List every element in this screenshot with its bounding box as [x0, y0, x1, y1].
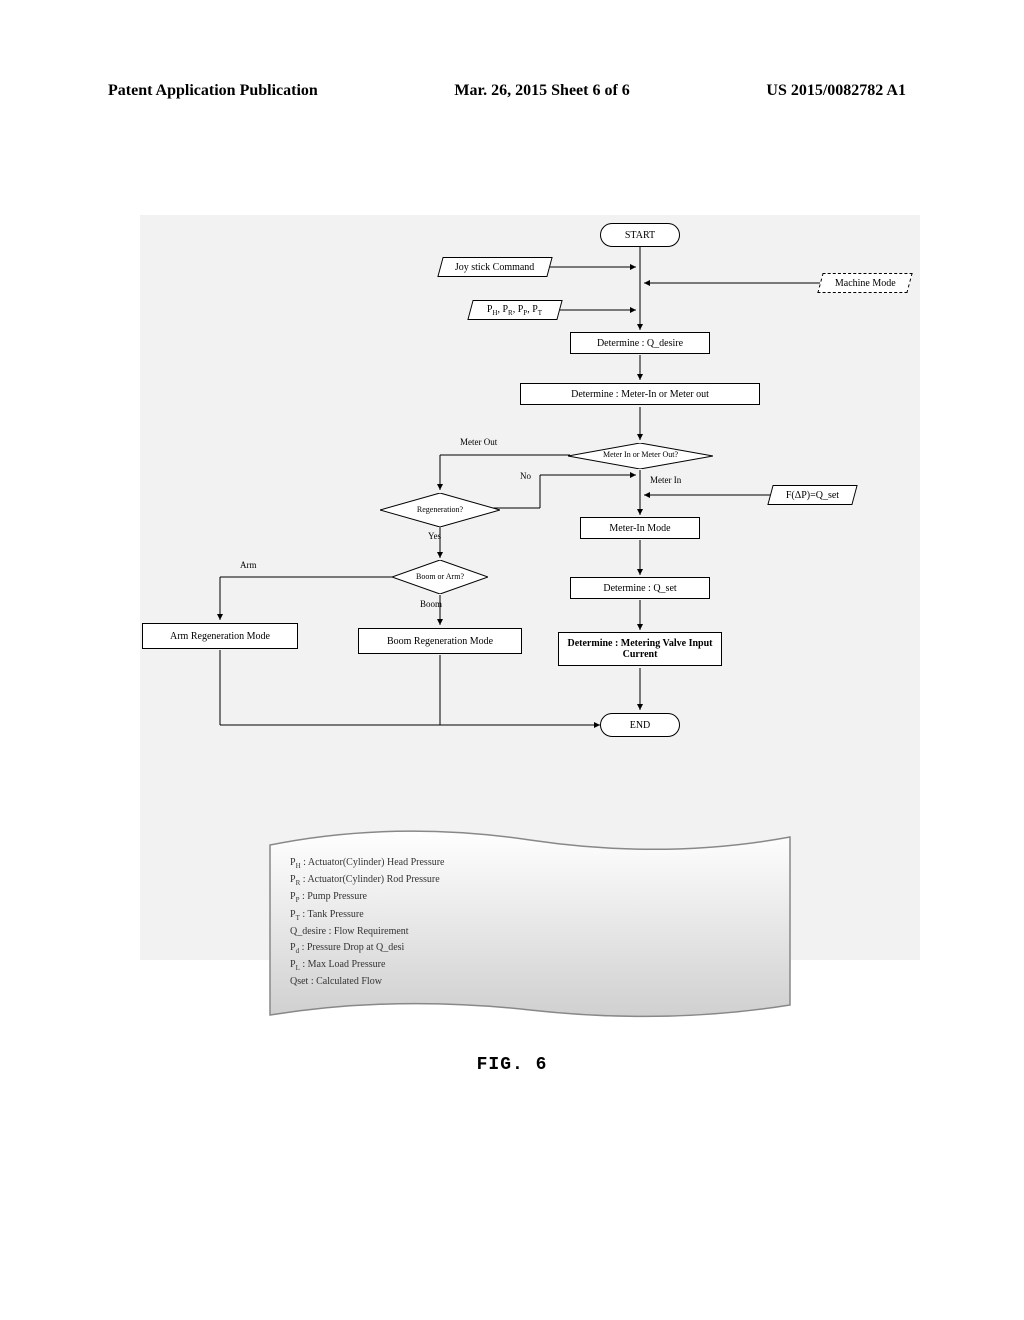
machine-mode-label: Machine Mode	[835, 278, 896, 289]
legend-qdesire: Q_desire : Flow Requirement	[290, 924, 444, 940]
legend-pd: Pd : Pressure Drop at Q_desi	[290, 940, 444, 957]
joystick-input: Joy stick Command	[437, 257, 552, 277]
arm-regen-label: Arm Regeneration Mode	[170, 631, 270, 642]
end-node: END	[600, 713, 680, 737]
legend-pr: PR : Actuator(Cylinder) Rod Pressure	[290, 872, 444, 889]
start-node: START	[600, 223, 680, 247]
regeneration-decision: Regeneration?	[380, 493, 500, 527]
header-left: Patent Application Publication	[108, 82, 318, 100]
f-deltap-label: F(ΔP)=Q_set	[786, 490, 839, 501]
arm-label: Arm	[240, 560, 257, 570]
meter-decision-label: Meter In or Meter Out?	[568, 450, 713, 459]
metering-valve-label: Determine : Metering Valve Input Current	[565, 638, 715, 660]
joystick-label: Joy stick Command	[455, 262, 534, 273]
header-center: Mar. 26, 2015 Sheet 6 of 6	[454, 82, 629, 100]
meter-in-label: Meter In	[650, 475, 681, 485]
boom-regen-process: Boom Regeneration Mode	[358, 628, 522, 654]
meter-inout-process: Determine : Meter-In or Meter out	[520, 383, 760, 405]
meter-inout-label: Determine : Meter-In or Meter out	[571, 389, 709, 400]
q-desire-process: Determine : Q_desire	[570, 332, 710, 354]
meter-in-mode-process: Meter-In Mode	[580, 517, 700, 539]
figure-label: FIG. 6	[0, 1055, 1024, 1075]
meter-out-label: Meter Out	[460, 437, 497, 447]
pressures-label: PH, PR, PP, PT	[487, 304, 542, 317]
flowchart-diagram: START Joy stick Command Machine Mode PH,…	[140, 215, 920, 960]
legend-box: PH : Actuator(Cylinder) Head Pressure PR…	[260, 815, 800, 1025]
no-label: No	[520, 471, 531, 481]
legend-pl: PL : Max Load Pressure	[290, 957, 444, 974]
meter-in-mode-label: Meter-In Mode	[609, 523, 670, 534]
legend-pp: PP : Pump Pressure	[290, 889, 444, 906]
q-set-label: Determine : Q_set	[603, 583, 676, 594]
q-set-process: Determine : Q_set	[570, 577, 710, 599]
boom-regen-label: Boom Regeneration Mode	[387, 636, 493, 647]
f-deltap-input: F(ΔP)=Q_set	[767, 485, 857, 505]
meter-decision: Meter In or Meter Out?	[568, 443, 713, 469]
legend-ph: PH : Actuator(Cylinder) Head Pressure	[290, 855, 444, 872]
regeneration-label: Regeneration?	[380, 505, 500, 514]
arm-regen-process: Arm Regeneration Mode	[142, 623, 298, 649]
start-label: START	[625, 230, 655, 241]
machine-mode-input: Machine Mode	[817, 273, 912, 293]
boom-arm-label: Boom or Arm?	[392, 572, 488, 581]
legend-content: PH : Actuator(Cylinder) Head Pressure PR…	[290, 855, 444, 990]
pressures-input: PH, PR, PP, PT	[467, 300, 562, 320]
boom-arm-decision: Boom or Arm?	[392, 560, 488, 594]
header-right: US 2015/0082782 A1	[766, 82, 906, 100]
legend-pt: PT : Tank Pressure	[290, 907, 444, 924]
metering-valve-process: Determine : Metering Valve Input Current	[558, 632, 722, 666]
q-desire-label: Determine : Q_desire	[597, 338, 683, 349]
legend-qset: Qset : Calculated Flow	[290, 974, 444, 990]
end-label: END	[630, 720, 651, 731]
yes-label: Yes	[428, 531, 441, 541]
boom-label: Boom	[420, 599, 442, 609]
